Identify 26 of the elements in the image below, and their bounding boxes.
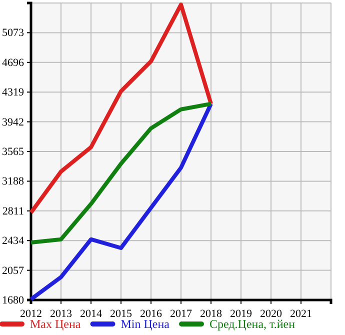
legend-label: Max Цена (30, 317, 82, 331)
line-series (29, 102, 213, 302)
y-tick-label: 1680 (2, 294, 24, 307)
x-tick-label: 2014 (80, 308, 102, 320)
y-tick-label: 3565 (2, 146, 24, 158)
y-tick-label: 4319 (2, 86, 24, 99)
x-tick-label: 2019 (230, 308, 252, 320)
y-tick-label: 2811 (2, 205, 24, 218)
x-tick-label: 2021 (290, 308, 312, 320)
y-tick-label: 2057 (2, 264, 24, 277)
y-tick-label: 4696 (2, 56, 24, 69)
x-tick-label: 2017 (170, 308, 192, 320)
x-tick-label: 2013 (50, 308, 72, 320)
x-tick-label: 2012 (20, 308, 42, 320)
y-tick-label: 3942 (2, 116, 24, 128)
y-tick-label: 3188 (2, 176, 24, 188)
line-series (29, 2, 213, 215)
x-tick-label: 2015 (110, 308, 132, 320)
legend-label: Min Цена (120, 317, 170, 331)
line-series (29, 102, 213, 244)
x-tick-label: 2016 (140, 308, 162, 320)
y-tick-label: 5073 (2, 27, 24, 40)
x-tick-label: 2018 (200, 308, 222, 320)
legend-label: Сред.Цена, т.йен (210, 317, 296, 331)
y-tick-label: 2434 (2, 235, 24, 248)
x-tick-label: 2020 (260, 308, 282, 320)
